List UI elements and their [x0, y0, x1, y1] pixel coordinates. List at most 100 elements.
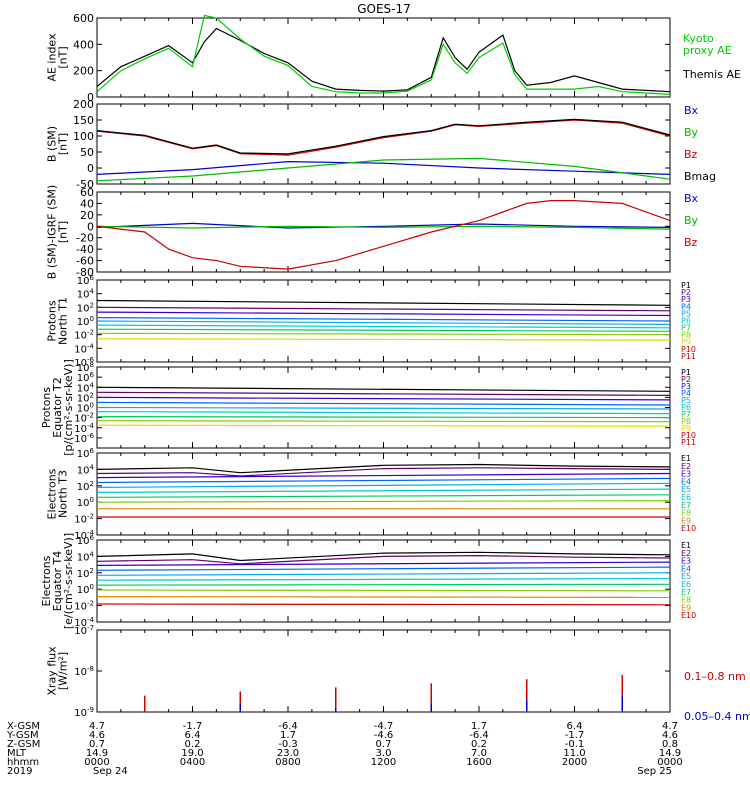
ytick-label: 102 [77, 567, 94, 580]
ephem-value: 0.8 [662, 739, 678, 750]
legend-item: E2 [681, 549, 691, 558]
legend-label: By [684, 126, 699, 139]
legend-item: E3 [681, 470, 691, 479]
legend-item: P5 [681, 396, 691, 405]
ytick-label: 104 [77, 550, 95, 563]
series-line [96, 411, 671, 415]
ytick-label: 200 [73, 65, 94, 78]
legend-item: P3 [681, 382, 691, 391]
ylabel-line: [nT] [57, 221, 70, 243]
legend-item: P11 [681, 438, 696, 447]
series-line [96, 416, 671, 419]
ephem-value: 1200 [371, 757, 396, 768]
ytick-label: 100 [77, 402, 94, 415]
ytick-label: 60 [80, 186, 94, 199]
ytick-label: 400 [73, 38, 94, 51]
ylabel-line: B (SM)-IGRF (SM) [46, 185, 59, 279]
ytick-label: 10-2 [74, 513, 94, 526]
series-line [96, 572, 671, 576]
series-line [96, 589, 671, 592]
ephem-row-label: MLT [7, 748, 27, 759]
series-line [96, 160, 671, 175]
legend-item: P9 [681, 424, 691, 433]
ephem-value: -4.6 [374, 730, 394, 741]
panel-frame [96, 629, 671, 713]
legend-label: Bx [684, 192, 699, 205]
ytick-label: 50 [80, 146, 94, 159]
ytick-label: 10-4 [74, 529, 94, 542]
legend-label: Bz [684, 236, 698, 249]
series-line [96, 396, 671, 401]
ephem-value: 4.6 [89, 730, 105, 741]
legend-item: P8 [681, 331, 691, 340]
ylabel-line: Protons [40, 387, 53, 428]
series-line [96, 477, 671, 484]
ephem-value: 4.7 [662, 721, 678, 732]
ytick-label: 106 [77, 534, 95, 547]
ylabel-line: Electrons [40, 555, 53, 606]
legend-label: Kyoto [683, 32, 714, 45]
series-line [96, 14, 671, 95]
ytick-label: 106 [77, 447, 95, 460]
series-line [96, 420, 671, 423]
legend-item: E10 [681, 611, 696, 620]
ytick-label: 100 [73, 130, 94, 143]
series-line [96, 222, 671, 229]
series-line [96, 566, 671, 571]
ephem-value: -0.1 [565, 739, 585, 750]
ylabel-line: [nT] [57, 133, 70, 155]
legend-item: E9 [681, 603, 691, 612]
legend-item: E7 [681, 588, 691, 597]
ephem-value: 14.9 [86, 748, 108, 759]
series-line [96, 463, 671, 474]
panel-frame [96, 191, 671, 273]
ephem-value: 1.7 [471, 721, 487, 732]
series-line [96, 338, 671, 341]
ylabel-line: Electrons [46, 468, 59, 519]
ytick-label: 100 [77, 315, 94, 328]
legend-label: 0.05–0.4 nm [684, 710, 750, 723]
series-line [96, 554, 671, 565]
series-line [96, 225, 671, 230]
ephem-value: 4.6 [662, 730, 678, 741]
series-line [96, 328, 671, 332]
series-line [96, 119, 671, 156]
legend-label: Bx [684, 104, 699, 117]
panel-protons-t2: 10810610410210010-210-410-6ProtonsEquato… [40, 359, 696, 456]
ephem-value: 0.2 [185, 739, 201, 750]
ytick-label: 104 [77, 288, 95, 301]
ytick-label: 10-4 [74, 422, 94, 435]
ylabel-line: [e/(cm²-s-sr-keV)] [62, 533, 75, 629]
ephem-row-label: Z-GSM [7, 739, 40, 750]
ephem-value: 0000 [657, 757, 682, 768]
legend-item: E4 [681, 477, 691, 486]
legend-item: P10 [681, 431, 696, 440]
ephem-value: 3.0 [376, 748, 392, 759]
series-line [96, 494, 671, 498]
legend-item: E5 [681, 572, 691, 581]
ytick-label: 600 [73, 12, 94, 25]
legend-item: E8 [681, 509, 691, 518]
ephem-value: 6.4 [185, 730, 201, 741]
legend-item: E10 [681, 524, 696, 533]
ytick-label: 106 [77, 371, 95, 384]
legend-item: P3 [681, 295, 691, 304]
legend-item: E5 [681, 485, 691, 494]
series-line [96, 320, 671, 325]
ephem-value: 6.4 [567, 721, 583, 732]
legend-item: E9 [681, 516, 691, 525]
legend-item: P7 [681, 410, 691, 419]
ephem-end-date: Sep 25 [637, 766, 672, 777]
series-line [96, 299, 671, 306]
series-line [96, 482, 671, 488]
ytick-label: 20 [80, 209, 94, 222]
series-line [96, 577, 671, 581]
ytick-label: 200 [73, 98, 94, 111]
series-line [96, 157, 671, 182]
series-line [96, 595, 671, 599]
ytick-label: -50 [76, 178, 94, 191]
